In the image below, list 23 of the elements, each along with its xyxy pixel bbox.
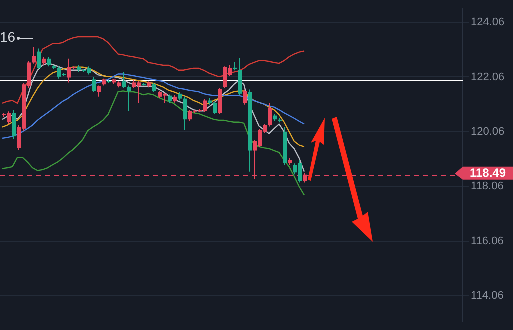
candlestick bbox=[92, 77, 96, 94]
candlestick bbox=[97, 85, 101, 98]
annotation: 16 bbox=[0, 28, 16, 45]
y-tick-label: 124.06 bbox=[471, 16, 505, 29]
y-tick-label: 118.06 bbox=[471, 180, 504, 193]
candlestick bbox=[32, 46, 36, 64]
candlestick bbox=[47, 57, 51, 68]
y-tick-label: 120.06 bbox=[471, 126, 505, 138]
candlestick bbox=[218, 88, 222, 115]
candlestick bbox=[243, 89, 247, 106]
candlestick bbox=[127, 85, 131, 112]
y-tick-label: 122.06 bbox=[471, 71, 505, 84]
candlestick bbox=[12, 110, 16, 140]
candlestick bbox=[183, 96, 187, 130]
candlestick bbox=[238, 58, 242, 96]
y-tick-label: 114.06 bbox=[471, 290, 504, 302]
candlestick bbox=[37, 48, 41, 70]
candlestick bbox=[213, 102, 217, 115]
ref-line-label: 118.49 bbox=[470, 166, 506, 180]
candlestick bbox=[122, 72, 126, 89]
candlestick bbox=[152, 82, 156, 94]
y-tick-label: 116.06 bbox=[471, 235, 504, 248]
candlestick bbox=[268, 102, 272, 128]
